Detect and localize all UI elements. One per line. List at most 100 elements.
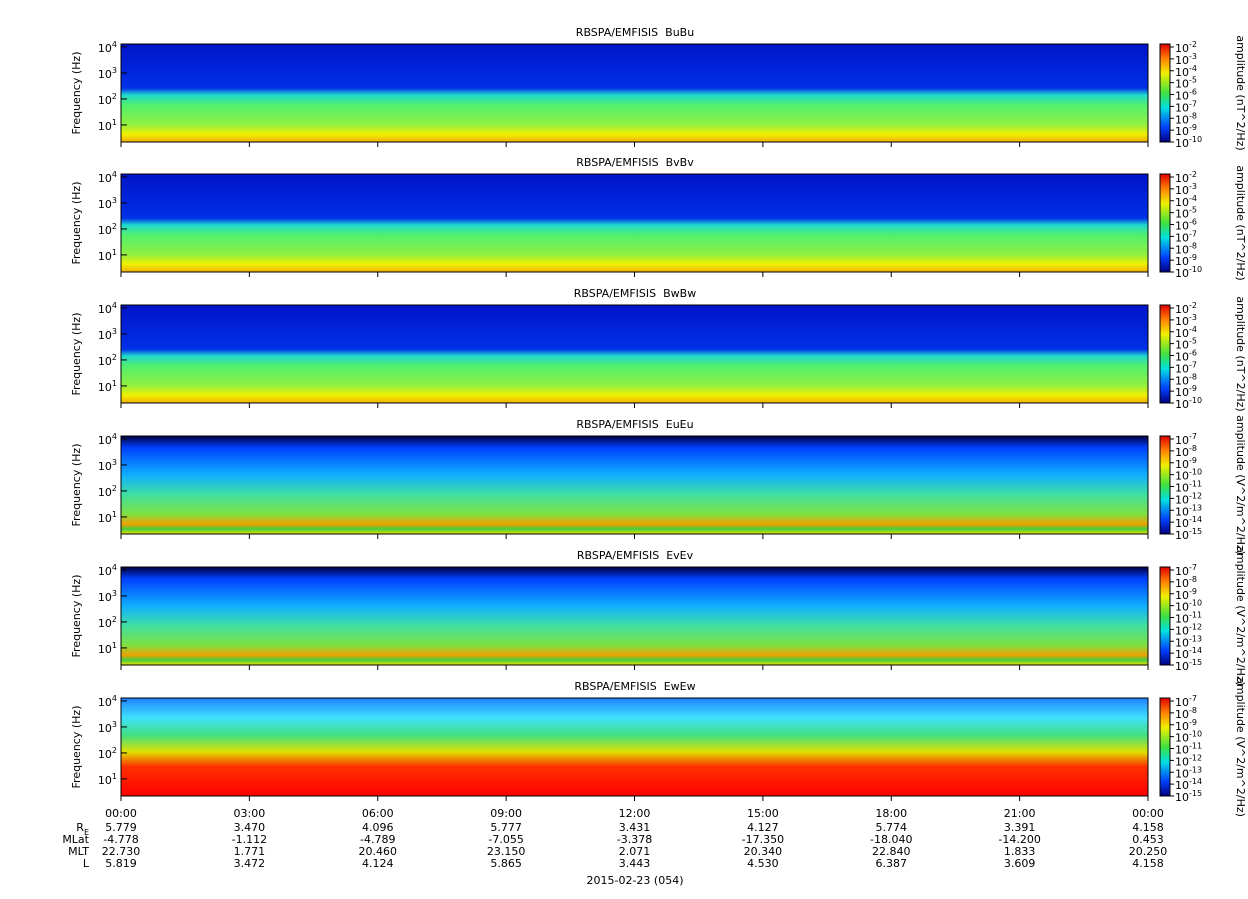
y-tick-label: 101 [98, 640, 117, 656]
colorbar-tick-label: 10-4 [1175, 193, 1197, 209]
y-tick-label: 103 [98, 195, 117, 211]
colorbar [1160, 305, 1170, 403]
ephemeris-value: 4.158 [1132, 857, 1164, 870]
panel-title: RBSPA/EMFISIS EuEu [576, 418, 693, 431]
y-axis-label: Frequency (Hz) [70, 313, 83, 396]
ephemeris-value: 1.771 [234, 845, 266, 858]
colorbar-tick-label: 10-11 [1175, 741, 1202, 757]
ephemeris-label: L [83, 857, 90, 870]
ephemeris-value: 3.431 [619, 821, 651, 834]
y-tick-label: 102 [98, 352, 117, 368]
ephemeris-value: -18.040 [870, 833, 912, 846]
ephemeris-value: 5.779 [105, 821, 137, 834]
colorbar-tick-label: 10-7 [1175, 99, 1197, 115]
x-tick-label: 21:00 [1004, 807, 1036, 820]
colorbar-tick-label: 10-6 [1175, 348, 1197, 364]
colorbar-tick-label: 10-5 [1175, 205, 1197, 221]
colorbar-frame [1159, 173, 1171, 273]
ephemeris-value: 5.774 [876, 821, 908, 834]
y-tick-label: 104 [98, 169, 117, 185]
ephemeris-value: -1.112 [232, 833, 267, 846]
colorbar [1160, 436, 1170, 534]
ephemeris-value: -7.055 [488, 833, 523, 846]
colorbar-tick-label: 10-12 [1175, 753, 1202, 769]
y-tick-label: 103 [98, 457, 117, 473]
ephemeris-value: -17.350 [742, 833, 784, 846]
y-tick-label: 104 [98, 693, 117, 709]
ephemeris-value: 4.124 [362, 857, 394, 870]
colorbar-label: amplitude (V^2/m^2/Hz) [1234, 546, 1247, 686]
x-tick-label: 15:00 [747, 807, 779, 820]
colorbar-label: amplitude (nT^2/Hz) [1234, 35, 1247, 150]
y-tick-label: 102 [98, 614, 117, 630]
y-tick-label: 104 [98, 562, 117, 578]
spectrogram-image [121, 174, 1148, 272]
colorbar-tick-label: 10-14 [1175, 777, 1202, 793]
ephemeris-value: -3.378 [617, 833, 652, 846]
y-tick-label: 104 [98, 300, 117, 316]
spectrogram-image [121, 698, 1148, 796]
date-label: 2015-02-23 (054) [586, 874, 683, 887]
colorbar-tick-label: 10-9 [1175, 123, 1197, 139]
colorbar-tick-label: 10-8 [1175, 574, 1197, 590]
y-tick-label: 103 [98, 719, 117, 735]
colorbar-tick-label: 10-11 [1175, 610, 1202, 626]
colorbar-tick-label: 10-10 [1175, 396, 1202, 412]
spectrogram-image [121, 305, 1148, 403]
panel-title: RBSPA/EMFISIS EvEv [577, 549, 694, 562]
y-tick-label: 101 [98, 509, 117, 525]
ephemeris-value: 4.096 [362, 821, 394, 834]
colorbar-label: amplitude (V^2/m^2/Hz) [1234, 677, 1247, 817]
colorbar [1160, 567, 1170, 665]
y-tick-label: 101 [98, 117, 117, 132]
y-tick-label: 101 [98, 247, 117, 263]
colorbar-tick-label: 10-6 [1175, 217, 1197, 233]
ephemeris-value: -4.778 [103, 833, 138, 846]
colorbar-tick-label: 10-3 [1175, 181, 1197, 197]
colorbar-tick-label: 10-10 [1175, 265, 1202, 281]
y-tick-label: 103 [98, 326, 117, 342]
x-tick-label: 03:00 [234, 807, 266, 820]
colorbar [1160, 174, 1170, 272]
colorbar-tick-label: 10-7 [1175, 229, 1197, 245]
colorbar [1160, 44, 1170, 142]
ephemeris-value: 20.250 [1129, 845, 1168, 858]
y-tick-label: 102 [98, 221, 117, 237]
spectrogram-image [121, 44, 1148, 142]
panel-title: RBSPA/EMFISIS BwBw [574, 287, 696, 300]
colorbar-tick-label: 10-13 [1175, 503, 1202, 519]
colorbar-tick-label: 10-6 [1175, 87, 1197, 103]
panel-title: RBSPA/EMFISIS BvBv [576, 156, 694, 169]
y-axis-label: Frequency (Hz) [70, 575, 83, 658]
colorbar-tick-label: 10-2 [1175, 301, 1197, 317]
colorbar-tick-label: 10-7 [1175, 694, 1197, 710]
colorbar [1160, 698, 1170, 796]
colorbar-tick-label: 10-5 [1175, 75, 1197, 91]
y-axis-label: Frequency (Hz) [70, 444, 83, 527]
colorbar-tick-label: 10-8 [1175, 241, 1197, 257]
colorbar-frame [1159, 43, 1171, 143]
panel-title: RBSPA/EMFISIS EwEw [574, 680, 695, 693]
colorbar-tick-label: 10-7 [1175, 432, 1197, 448]
colorbar-tick-label: 10-12 [1175, 622, 1202, 638]
colorbar-tick-label: 10-7 [1175, 563, 1197, 579]
ephemeris-value: 3.470 [234, 821, 266, 834]
colorbar-tick-label: 10-8 [1175, 372, 1197, 388]
colorbar-tick-label: 10-10 [1175, 598, 1202, 614]
ephemeris-value: 4.158 [1132, 821, 1164, 834]
colorbar-tick-label: 10-8 [1175, 111, 1197, 127]
ephemeris-value: 22.730 [102, 845, 141, 858]
colorbar-tick-label: 10-11 [1175, 479, 1202, 495]
y-tick-label: 101 [98, 378, 117, 394]
colorbar-tick-label: 10-12 [1175, 491, 1202, 507]
ephemeris-value: -14.200 [998, 833, 1040, 846]
colorbar-tick-label: 10-4 [1175, 63, 1197, 79]
ephemeris-value: 5.777 [490, 821, 522, 834]
x-tick-label: 06:00 [362, 807, 394, 820]
colorbar-tick-label: 10-15 [1175, 527, 1202, 543]
ephemeris-value: 6.387 [876, 857, 908, 870]
ephemeris-value: 5.865 [490, 857, 522, 870]
ephemeris-value: 1.833 [1004, 845, 1036, 858]
colorbar-tick-label: 10-9 [1175, 384, 1197, 400]
colorbar-tick-label: 10-13 [1175, 765, 1202, 781]
